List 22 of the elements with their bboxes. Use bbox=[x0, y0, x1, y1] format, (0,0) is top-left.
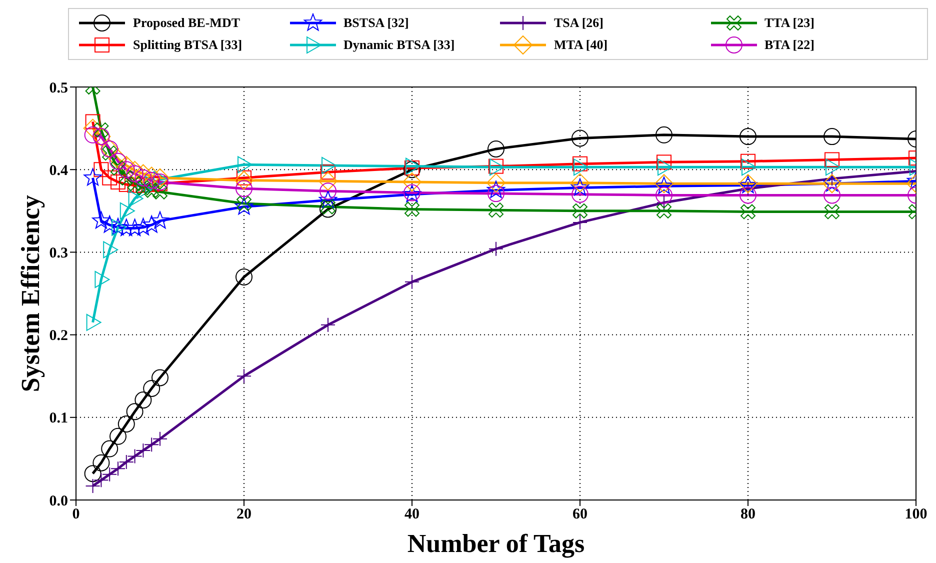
legend-label: TTA [23] bbox=[764, 15, 814, 31]
x-tick-label: 40 bbox=[404, 506, 420, 523]
y-tick-label: 0.2 bbox=[49, 328, 68, 344]
y-tick-label: 0.1 bbox=[49, 410, 68, 427]
x-tick-label: 100 bbox=[904, 506, 928, 523]
y-tick-label: 0.3 bbox=[49, 246, 68, 262]
y-tick-label: 0.0 bbox=[49, 493, 68, 510]
legend-label: BSTSA [32] bbox=[344, 15, 409, 31]
x-tick-label: 20 bbox=[236, 506, 252, 523]
x-tick-label: 80 bbox=[740, 506, 756, 523]
legend-label: BTA [22] bbox=[764, 37, 814, 53]
x-tick-label: 0 bbox=[72, 506, 80, 523]
legend-label: Splitting BTSA [33] bbox=[133, 37, 242, 53]
y-tick-label: 0.5 bbox=[49, 80, 68, 96]
legend-label: Proposed BE-MDT bbox=[133, 15, 240, 31]
y-tick-label: 0.4 bbox=[49, 162, 68, 179]
legend-label: Dynamic BTSA [33] bbox=[344, 37, 455, 53]
legend-label: TSA [26] bbox=[554, 15, 604, 31]
x-axis-title: Number of Tags bbox=[407, 529, 585, 558]
x-tick-label: 60 bbox=[572, 506, 588, 523]
legend-label: MTA [40] bbox=[554, 37, 608, 53]
y-axis-title: System Efficiency bbox=[16, 194, 46, 392]
